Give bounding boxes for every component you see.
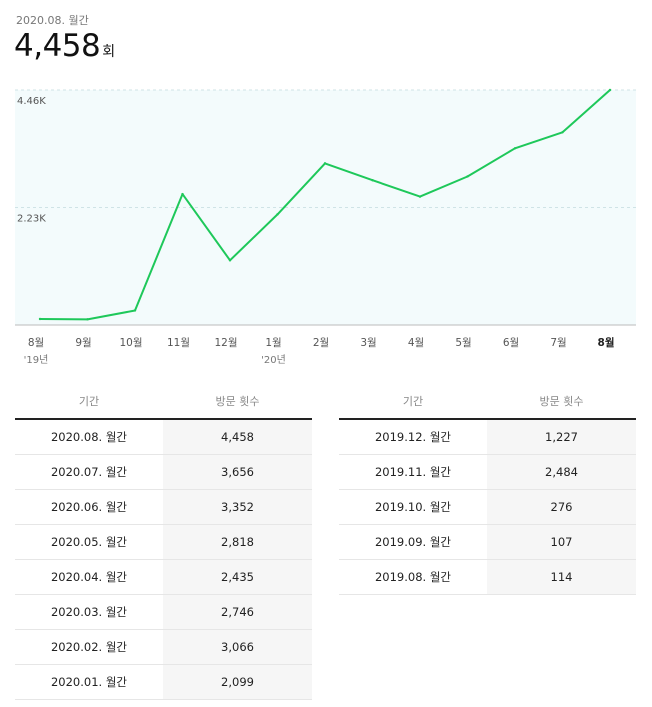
period-cell: 2019.11. 월간 — [339, 454, 487, 490]
period-cell: 2020.07. 월간 — [15, 454, 163, 490]
period-cell: 2020.05. 월간 — [15, 524, 163, 560]
x-tick-label: 5월 — [455, 337, 471, 349]
data-point — [418, 195, 422, 198]
x-tick-label: 11월 — [167, 337, 190, 349]
period-cell: 2020.04. 월간 — [15, 559, 163, 595]
data-point — [608, 88, 612, 92]
visits-cell: 4,458 — [163, 419, 312, 455]
table-row: 2020.05. 월간 2,818 — [15, 524, 312, 560]
visits-cell: 1,227 — [487, 419, 636, 455]
visits-cell: 2,746 — [163, 594, 312, 630]
table-row: 2019.08. 월간 114 — [339, 559, 636, 595]
x-tick-label: 10월 — [119, 337, 142, 349]
data-point — [133, 309, 137, 312]
period-cell: 2019.12. 월간 — [339, 419, 487, 455]
data-point — [86, 318, 89, 321]
table-row: 2020.03. 월간 2,746 — [15, 594, 312, 630]
x-tick-label: 6월 — [503, 337, 519, 349]
visits-cell: 2,818 — [163, 524, 312, 560]
header-visits: 방문 횟수 — [487, 383, 636, 420]
period-cell: 2019.08. 월간 — [339, 559, 487, 595]
visits-cell: 3,656 — [163, 454, 312, 490]
visits-cell: 3,066 — [163, 629, 312, 665]
visits-line-chart: 2.23K 4.46K 8월 9월 10월 11월 12월 1월 2월 3월 4월 5월 6월 7월 8월 '… — [15, 88, 636, 366]
period-cell: 2020.01. 월간 — [15, 664, 163, 700]
data-point — [181, 192, 184, 196]
x-tick-label: 3월 — [360, 337, 376, 349]
data-point — [323, 162, 327, 165]
table-row: 2020.06. 월간 3,352 — [15, 489, 312, 525]
total-visits-unit: 회 — [102, 44, 116, 60]
y-tick-label: 4.46K — [17, 96, 46, 107]
period-label: 2020.08. 월간 — [16, 14, 89, 27]
y-tick-label: 2.23K — [17, 214, 46, 225]
x-tick-label: 8월 — [598, 336, 615, 349]
visits-cell: 3,352 — [163, 489, 312, 525]
table-row: 2019.11. 월간 2,484 — [339, 454, 636, 490]
visits-cell: 276 — [487, 489, 636, 525]
year-label: '20년 — [261, 354, 286, 366]
data-point — [228, 259, 232, 262]
x-tick-label: 8월 — [28, 337, 44, 349]
table-row: 2020.04. 월간 2,435 — [15, 559, 312, 595]
year-label: '19년 — [24, 354, 49, 366]
x-tick-label: 7월 — [550, 337, 566, 349]
header-period: 기간 — [339, 383, 487, 420]
table-header-row: 기간 방문 횟수 — [15, 383, 312, 420]
period-cell: 2020.03. 월간 — [15, 594, 163, 630]
period-cell: 2019.09. 월간 — [339, 524, 487, 560]
data-point — [513, 147, 517, 150]
x-tick-label: 9월 — [75, 337, 91, 349]
total-visits-value: 4,458 — [14, 28, 101, 64]
visits-table-left: 기간 방문 횟수 2020.08. 월간 4,458 2020.07. 월간 3,65… — [15, 383, 312, 700]
x-tick-label: 2월 — [313, 337, 329, 349]
x-tick-label: 1월 — [265, 337, 281, 349]
data-point — [38, 317, 42, 321]
period-cell: 2019.10. 월간 — [339, 489, 487, 525]
plot-area — [15, 90, 636, 325]
period-cell: 2020.06. 월간 — [15, 489, 163, 525]
data-point — [276, 213, 279, 216]
table-row: 2020.07. 월간 3,656 — [15, 454, 312, 490]
visits-cell: 2,484 — [487, 454, 636, 490]
table-row: 2020.08. 월간 4,458 — [15, 419, 312, 455]
x-tick-label: 12월 — [214, 337, 237, 349]
total-visits: 4,458 회 — [14, 28, 115, 64]
x-tick-label: 4월 — [408, 337, 424, 349]
data-point — [466, 175, 469, 178]
table-row: 2019.10. 월간 276 — [339, 489, 636, 525]
table-row: 2020.01. 월간 2,099 — [15, 664, 312, 700]
header-period: 기간 — [15, 383, 163, 420]
data-point — [371, 179, 374, 182]
table-row: 2019.09. 월간 107 — [339, 524, 636, 560]
visits-cell: 107 — [487, 524, 636, 560]
period-cell: 2020.02. 월간 — [15, 629, 163, 665]
visits-cell: 114 — [487, 559, 636, 595]
table-header-row: 기간 방문 횟수 — [339, 383, 636, 420]
table-row: 2020.02. 월간 3,066 — [15, 629, 312, 665]
data-point — [561, 131, 564, 134]
visits-table-right: 기간 방문 횟수 2019.12. 월간 1,227 2019.11. 월간 2,48… — [339, 383, 636, 595]
table-row: 2019.12. 월간 1,227 — [339, 419, 636, 455]
header-visits: 방문 횟수 — [163, 383, 312, 420]
visits-cell: 2,435 — [163, 559, 312, 595]
period-cell: 2020.08. 월간 — [15, 419, 163, 455]
visits-cell: 2,099 — [163, 664, 312, 700]
